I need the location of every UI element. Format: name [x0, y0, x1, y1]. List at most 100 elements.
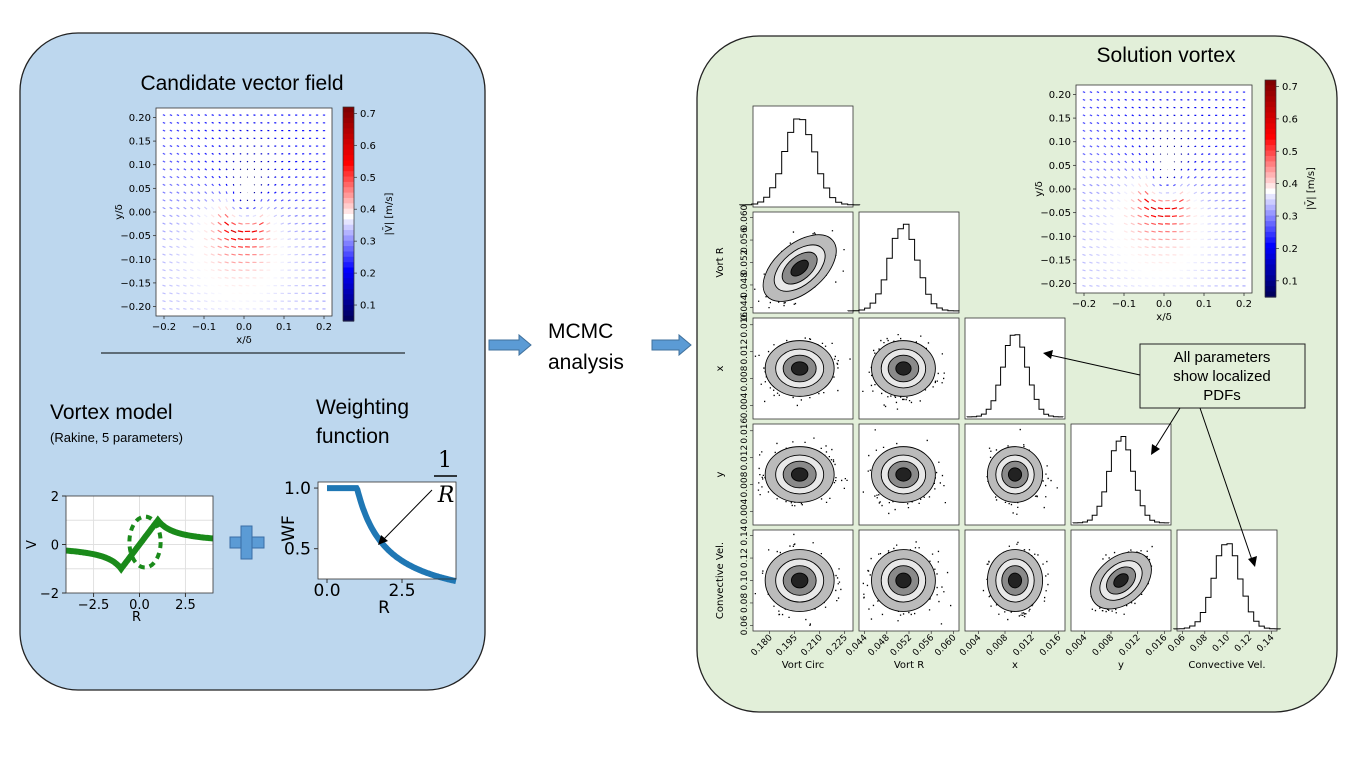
vector-arrow — [1111, 99, 1113, 100]
vector-arrow — [281, 184, 283, 185]
vector-arrow — [219, 115, 221, 116]
colorbar-segment — [1265, 161, 1276, 167]
vector-arrow — [1124, 270, 1127, 271]
vector-arrow — [197, 301, 200, 302]
vector-arrow — [240, 177, 241, 178]
vector-arrow — [226, 115, 228, 116]
colorbar-segment — [1265, 167, 1276, 173]
vector-arrow — [226, 161, 227, 162]
x-axis-label-y: y — [1118, 660, 1124, 671]
vector-arrow — [169, 308, 172, 309]
vector-arrow — [226, 123, 228, 124]
colorbar-segment — [1265, 178, 1276, 184]
vector-arrow — [225, 270, 229, 271]
density-contour — [896, 468, 911, 481]
vector-arrow — [1139, 115, 1141, 116]
vector-arrow — [1181, 161, 1182, 162]
vector-arrow — [239, 285, 243, 286]
fraction-denominator: R — [437, 483, 455, 508]
vector-arrow — [1124, 286, 1127, 287]
vector-arrow — [1146, 130, 1148, 131]
vector-arrow — [295, 185, 297, 186]
vector-arrow — [1201, 224, 1204, 225]
colorbar-segment — [343, 187, 354, 193]
vector-arrow — [1222, 193, 1225, 194]
colorbar-segment — [1265, 134, 1276, 140]
colorbar-tick-label: 0.4 — [1282, 179, 1298, 190]
y-tick-label: 2 — [51, 490, 59, 505]
vector-arrow — [233, 115, 235, 116]
vector-arrow — [288, 200, 290, 201]
vector-arrow — [163, 130, 165, 131]
vector-arrow — [1208, 208, 1211, 209]
y-axis-label: y/δ — [114, 204, 125, 219]
vector-arrow — [198, 115, 200, 116]
colorbar-label: |V̄| [m/s] — [1304, 167, 1317, 210]
vector-arrow — [1138, 286, 1141, 287]
vector-arrow — [191, 115, 193, 116]
vector-arrow — [254, 200, 255, 201]
y-tick-label: 0.060 — [740, 204, 750, 230]
y-tick-label: 0.05 — [129, 184, 151, 195]
vector-arrow — [1181, 169, 1182, 170]
vector-arrow — [238, 254, 242, 255]
colorbar-segment — [1265, 113, 1276, 119]
colorbar-label: |V̄| [m/s] — [382, 192, 395, 235]
vector-arrow — [170, 115, 172, 116]
vector-arrow — [219, 153, 221, 154]
colorbar-segment — [1265, 248, 1276, 254]
colorbar-segment — [343, 150, 354, 156]
vector-arrow — [1132, 92, 1134, 93]
y-tick-label: −0.15 — [1040, 255, 1071, 266]
vector-arrow — [295, 215, 298, 216]
colorbar-segment — [343, 246, 354, 252]
corner-cell — [753, 318, 853, 419]
y-tick-label: −0.10 — [120, 255, 151, 266]
x-tick-label: 2.5 — [388, 581, 415, 601]
vector-arrow — [163, 115, 165, 116]
vector-arrow — [205, 130, 207, 131]
vector-arrow — [233, 123, 235, 124]
vector-arrow — [266, 247, 270, 248]
vector-arrow — [1110, 286, 1113, 287]
vector-arrow — [1159, 247, 1163, 248]
colorbar-segment — [343, 310, 354, 316]
corner-cell-frame — [753, 106, 853, 207]
vector-arrow — [1125, 92, 1127, 93]
vector-arrow — [1158, 216, 1163, 217]
vector-arrow — [211, 301, 214, 302]
colorbar-segment — [1265, 243, 1276, 249]
vector-arrow — [1118, 115, 1120, 116]
vector-arrow — [1145, 270, 1149, 271]
vector-arrow — [295, 231, 298, 232]
colorbar-tick-label: 0.1 — [1282, 276, 1298, 287]
vector-arrow — [1145, 278, 1148, 279]
vector-arrow — [1146, 123, 1148, 124]
y-axis-label: WF — [279, 515, 299, 542]
vector-arrow — [198, 130, 200, 131]
y-axis-label: V — [25, 540, 40, 549]
colorbar-segment — [343, 123, 354, 129]
vector-arrow — [1082, 285, 1085, 286]
vector-arrow — [1097, 92, 1099, 93]
colorbar-segment — [1265, 275, 1276, 281]
y-tick-label: 0.20 — [1049, 90, 1071, 101]
vector-arrow — [1152, 247, 1156, 248]
colorbar-segment — [1265, 286, 1276, 292]
x-tick-label: 0.2 — [316, 322, 332, 333]
vector-arrow — [1201, 154, 1203, 155]
colorbar-segment — [343, 155, 354, 161]
corner-cell — [965, 424, 1065, 525]
vector-arrow — [1159, 262, 1163, 263]
corner-cell — [751, 212, 853, 314]
corner-cell — [848, 212, 959, 313]
vector-arrow — [176, 301, 179, 302]
vector-arrow — [295, 223, 298, 224]
vector-arrow — [211, 293, 214, 294]
colorbar-segment — [343, 198, 354, 204]
vector-arrow — [1090, 99, 1092, 100]
x-axis-label-vort-circ: Vort Circ — [782, 660, 825, 671]
x-tick-label: 0.0 — [236, 322, 252, 333]
